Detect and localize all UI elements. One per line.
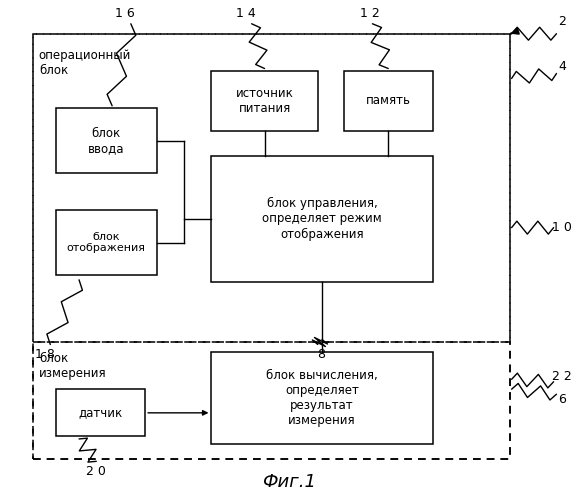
Text: 1 8: 1 8 (35, 348, 54, 361)
Text: блок
измерения: блок измерения (39, 352, 106, 380)
Text: блок вычисления,
определяет
результат
измерения: блок вычисления, определяет результат из… (266, 369, 378, 427)
Text: блок управления,
определяет режим
отображения: блок управления, определяет режим отобра… (262, 198, 382, 240)
Bar (56, 389, 145, 436)
Text: 4: 4 (558, 60, 566, 72)
Text: 2: 2 (558, 15, 566, 28)
Text: Фиг.1: Фиг.1 (262, 473, 316, 491)
Text: источник
питания: источник питания (236, 87, 294, 115)
Bar (33, 34, 510, 342)
Bar (56, 210, 157, 275)
Text: операционный
блок: операционный блок (39, 48, 131, 76)
Text: 8: 8 (317, 348, 325, 361)
Text: блок
ввода: блок ввода (88, 126, 125, 154)
Text: 1 0: 1 0 (553, 221, 572, 234)
Bar (56, 108, 157, 173)
Bar (212, 352, 433, 444)
Bar (344, 71, 433, 130)
Text: датчик: датчик (79, 406, 123, 420)
Bar (212, 156, 433, 282)
Text: 6: 6 (558, 392, 566, 406)
Text: блок
отображения: блок отображения (67, 232, 146, 254)
Text: память: память (366, 94, 411, 108)
Text: 1 4: 1 4 (236, 8, 255, 20)
Bar (33, 342, 510, 459)
Bar (33, 34, 510, 459)
Text: 1 2: 1 2 (360, 8, 379, 20)
Text: 2 2: 2 2 (553, 370, 572, 384)
Bar (212, 71, 318, 130)
Text: 2 0: 2 0 (86, 465, 106, 478)
Text: 1 6: 1 6 (115, 8, 135, 20)
